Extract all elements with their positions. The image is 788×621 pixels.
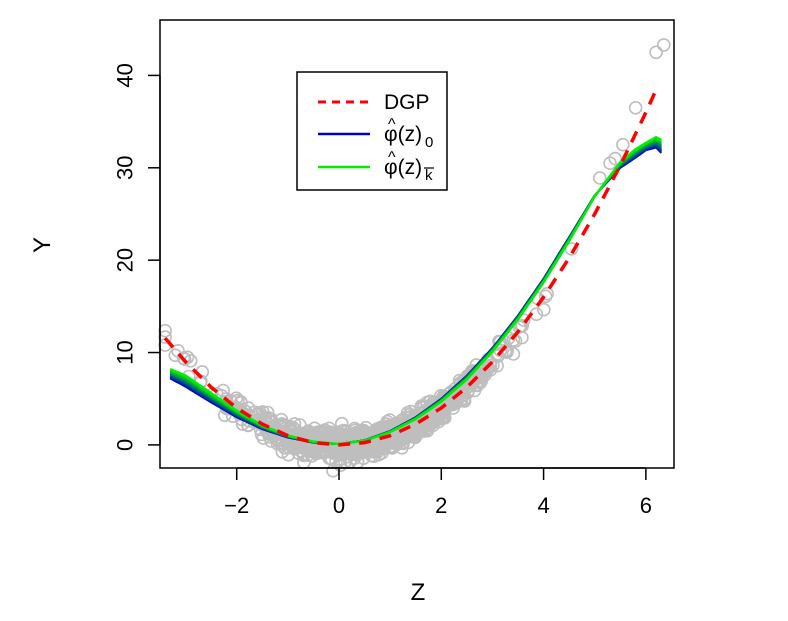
svg-text:k: k [425, 167, 433, 184]
x-tick-label: 6 [640, 493, 652, 518]
scatter-point [158, 330, 172, 344]
y-tick-label: 30 [113, 156, 138, 180]
scatter-point [490, 358, 504, 373]
series-dgp-line [163, 89, 658, 447]
scatter-point [538, 289, 553, 304]
scatter-point [260, 405, 275, 420]
y-tick-label: 40 [113, 63, 138, 87]
scatter-point [616, 137, 630, 152]
scatter-point [492, 334, 506, 349]
scatter-point [603, 156, 617, 170]
y-axis-title: Y [29, 237, 56, 253]
scatter-point [291, 446, 306, 461]
scatter-point [476, 366, 491, 381]
scatter-point [390, 435, 405, 450]
y-axis: 0 10 20 30 40 [113, 63, 161, 451]
scatter-point [435, 410, 449, 425]
x-axis-title: Z [411, 579, 426, 606]
scatter-point [513, 318, 528, 333]
legend-label-phik: φ(z)^ k [384, 149, 434, 184]
scatter-point [419, 421, 434, 436]
scatter-point [250, 407, 265, 421]
svg-text:^: ^ [388, 149, 396, 166]
x-tick-label: 4 [537, 493, 549, 518]
scatter-point [333, 458, 348, 473]
scatter-point [177, 352, 192, 367]
svg-text:^: ^ [388, 116, 396, 133]
scatter-point [608, 151, 623, 166]
scatter-point [364, 443, 378, 458]
scatter-point [465, 376, 479, 391]
svg-text:φ(z): φ(z) [384, 156, 422, 179]
legend-box [296, 71, 448, 191]
scatter-point [396, 436, 411, 451]
x-tick-label: 0 [333, 493, 345, 518]
scatter-point [314, 426, 328, 441]
y-tick-label: 0 [113, 439, 138, 451]
scatter-point [536, 302, 551, 317]
x-tick-label: −2 [224, 493, 249, 518]
scatter-point [506, 347, 521, 361]
legend-label-dgp: DGP [384, 91, 430, 114]
scatter-point [649, 45, 663, 60]
scatter-point [331, 434, 346, 449]
svg-text:0: 0 [425, 134, 433, 151]
scatter-point [158, 323, 172, 338]
x-axis: −2 0 2 4 6 [224, 467, 652, 518]
scatter-point [293, 418, 307, 432]
scatter-point [592, 171, 607, 185]
scatter-point [234, 395, 248, 410]
y-tick-label: 20 [113, 248, 138, 272]
scatter-point [409, 410, 423, 425]
scatter-point [347, 421, 362, 436]
scatter-point [440, 398, 455, 412]
series-lines [163, 89, 662, 447]
scatter-point [628, 101, 643, 115]
y-tick-label: 10 [113, 340, 138, 364]
svg-text:DGP: DGP [384, 91, 430, 114]
svg-text:φ(z): φ(z) [384, 123, 422, 146]
scatter-point [469, 358, 484, 372]
scatter-point [324, 432, 339, 447]
scatter-point [281, 447, 296, 462]
x-tick-label: 2 [435, 493, 447, 518]
legend-label-phi0: φ(z)^ 0 [384, 116, 433, 151]
scatter-point [656, 38, 671, 52]
scatter-point [264, 434, 279, 448]
